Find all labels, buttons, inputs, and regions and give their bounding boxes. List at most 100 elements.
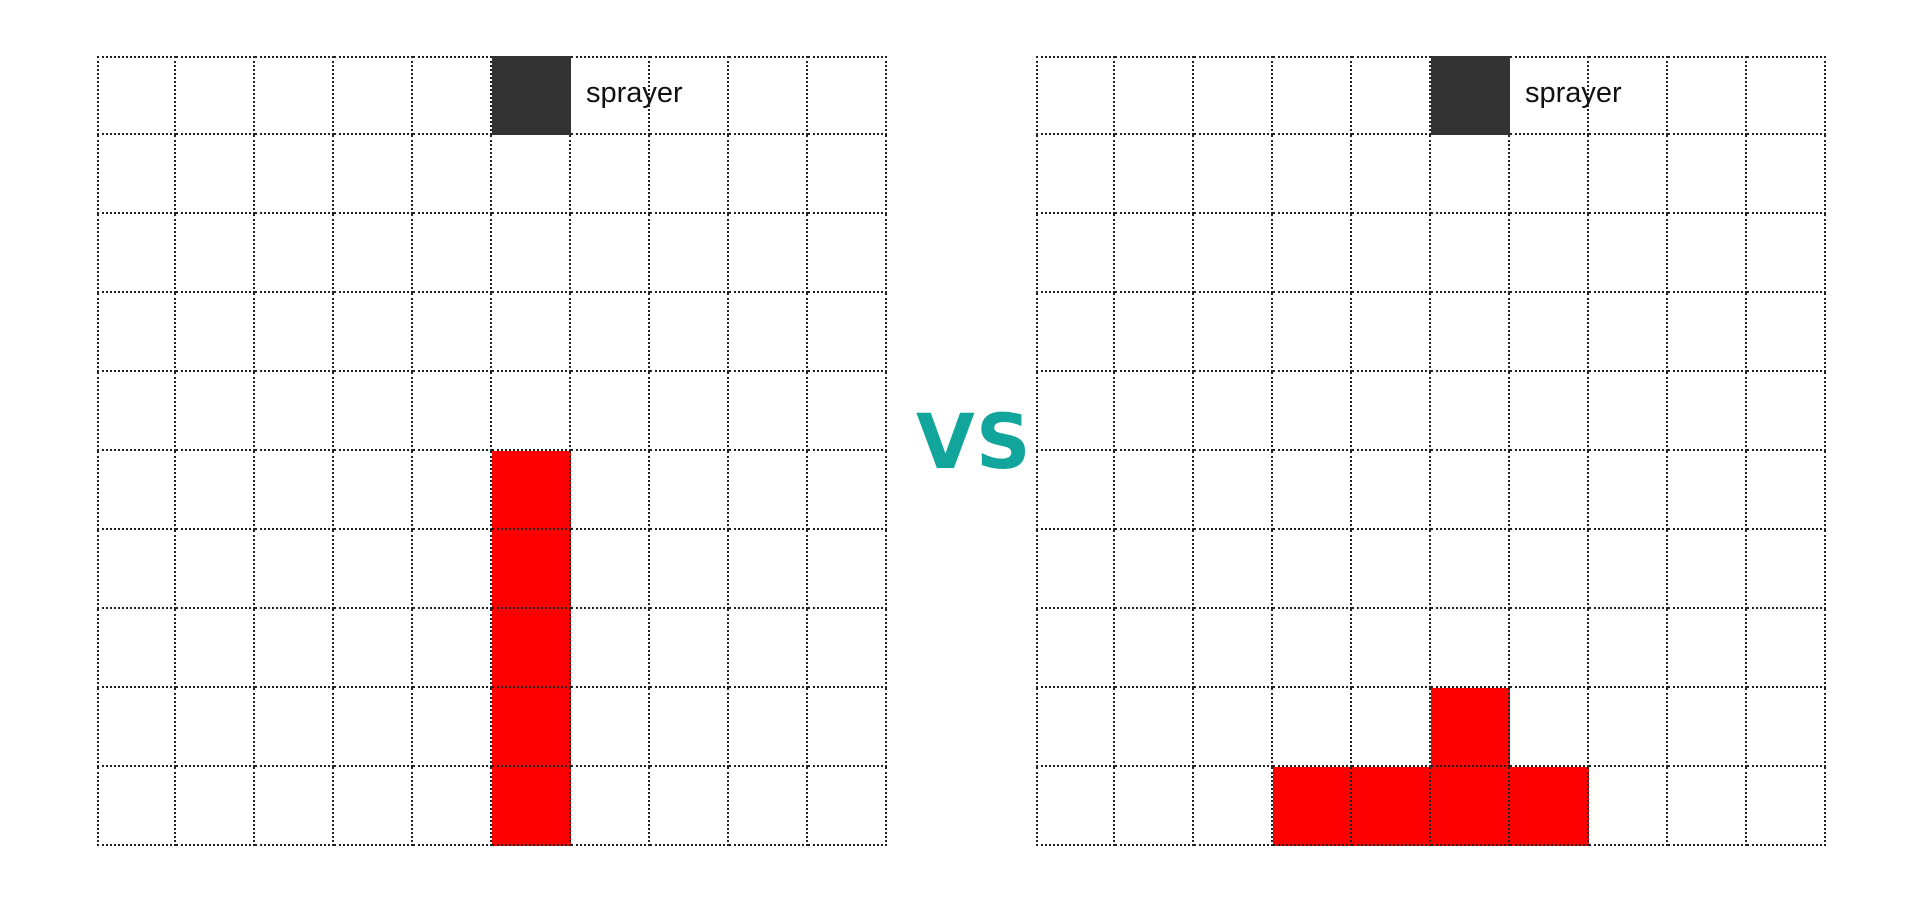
grid-cell	[1194, 214, 1273, 293]
grid-cell	[1115, 767, 1194, 846]
grid-cell	[176, 135, 255, 214]
grid-cell	[1273, 530, 1352, 609]
grid-cell	[1115, 451, 1194, 530]
grid-cell	[1510, 688, 1589, 767]
grid-cell	[1115, 293, 1194, 372]
filled-cell	[1352, 767, 1431, 846]
grid-cell	[1668, 609, 1747, 688]
grid-cell	[334, 293, 413, 372]
grid-cell	[808, 135, 887, 214]
grid-cell	[176, 451, 255, 530]
grid-cell	[1194, 293, 1273, 372]
grid-cell	[729, 530, 808, 609]
grid-cell	[255, 372, 334, 451]
sprayer-cell	[492, 56, 571, 135]
grid-cell	[1747, 688, 1826, 767]
grid-cell	[1194, 451, 1273, 530]
grid-cell	[334, 609, 413, 688]
grid-cell	[1115, 214, 1194, 293]
grid-cell	[650, 372, 729, 451]
grid-cell	[650, 767, 729, 846]
grid-cell	[1036, 609, 1115, 688]
grid-cell	[808, 451, 887, 530]
grid-cell	[492, 214, 571, 293]
filled-cell	[492, 688, 571, 767]
grid-cell	[1431, 530, 1510, 609]
grid-cell	[334, 372, 413, 451]
grid-cell	[1352, 609, 1431, 688]
grid-cell	[1668, 56, 1747, 135]
grid-cell	[1352, 530, 1431, 609]
grid-cell	[1273, 688, 1352, 767]
grid-cell	[729, 214, 808, 293]
grid-cell	[1589, 688, 1668, 767]
grid-cell	[1273, 56, 1352, 135]
grid-cell	[1036, 767, 1115, 846]
grid-cell	[571, 767, 650, 846]
grid-cell	[1668, 688, 1747, 767]
grid-cell	[729, 372, 808, 451]
grid-cell	[650, 214, 729, 293]
grid-cell	[1668, 135, 1747, 214]
grid-cell	[97, 214, 176, 293]
grid-cell	[1747, 530, 1826, 609]
grid-cell	[1352, 135, 1431, 214]
grid-cell	[97, 767, 176, 846]
grid-cell	[1273, 609, 1352, 688]
grid-cell	[255, 293, 334, 372]
grid-cell	[1115, 530, 1194, 609]
grid-cell	[1668, 214, 1747, 293]
grid-cell	[650, 56, 729, 135]
grid-cell	[1431, 135, 1510, 214]
grid-cell	[729, 293, 808, 372]
grid-cell	[1431, 609, 1510, 688]
grid-cell	[1194, 609, 1273, 688]
grid-cell	[97, 609, 176, 688]
grid-cell	[650, 135, 729, 214]
grid-cell	[1668, 451, 1747, 530]
grid-cell	[1431, 214, 1510, 293]
right-grid	[1036, 56, 1826, 846]
sprayer-label-left: sprayer	[586, 77, 683, 109]
grid-cell	[571, 214, 650, 293]
grid-cell	[334, 767, 413, 846]
grid-cell	[1352, 214, 1431, 293]
grid-cell	[1589, 293, 1668, 372]
grid-cell	[255, 609, 334, 688]
grid-cell	[1194, 135, 1273, 214]
grid-cell	[413, 135, 492, 214]
grid-cell	[650, 293, 729, 372]
grid-cell	[1036, 135, 1115, 214]
grid-cell	[413, 609, 492, 688]
grid-cell	[1194, 372, 1273, 451]
grid-cell	[1115, 609, 1194, 688]
grid-cell	[571, 530, 650, 609]
grid-cell	[334, 688, 413, 767]
filled-cell	[1273, 767, 1352, 846]
grid-cell	[413, 688, 492, 767]
grid-cell	[1589, 530, 1668, 609]
grid-cell	[808, 767, 887, 846]
grid-cell	[255, 214, 334, 293]
grid-cell	[492, 135, 571, 214]
grid-cell	[334, 56, 413, 135]
grid-cell	[1747, 372, 1826, 451]
grid-cell	[1510, 530, 1589, 609]
sprayer-label-right: sprayer	[1525, 77, 1622, 109]
grid-cell	[1036, 214, 1115, 293]
grid-cell	[1273, 372, 1352, 451]
grid-cell	[650, 530, 729, 609]
grid-cell	[650, 451, 729, 530]
filled-cell	[492, 530, 571, 609]
grid-cell	[1194, 767, 1273, 846]
grid-cell	[808, 56, 887, 135]
grid-cell	[571, 56, 650, 135]
grid-cell	[1036, 688, 1115, 767]
grid-cell	[334, 451, 413, 530]
filled-cell	[492, 609, 571, 688]
grid-cell	[1589, 451, 1668, 530]
filled-cell	[492, 451, 571, 530]
grid-cell	[1273, 135, 1352, 214]
grid-cell	[1431, 372, 1510, 451]
grid-cell	[1747, 609, 1826, 688]
